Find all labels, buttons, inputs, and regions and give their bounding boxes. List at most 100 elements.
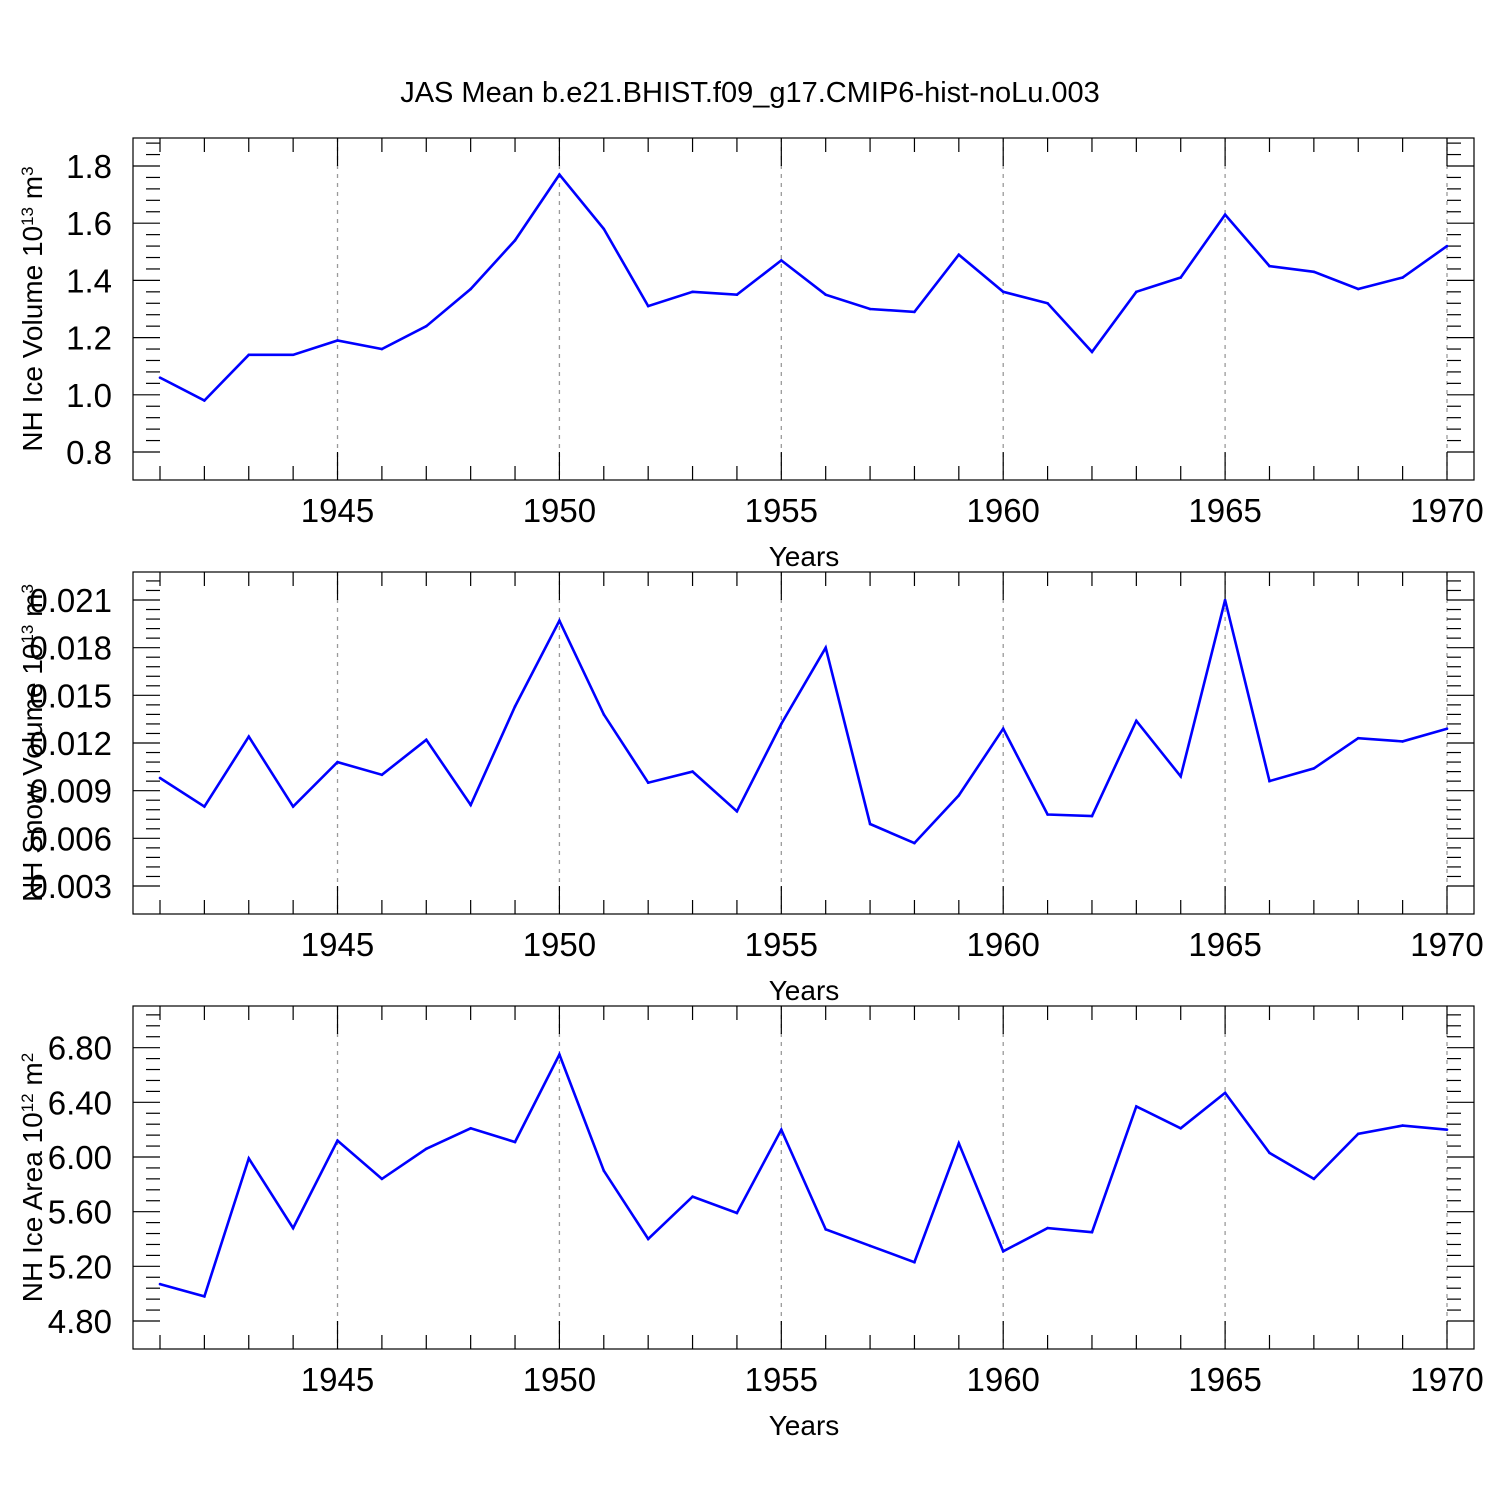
data-point (380, 1177, 384, 1181)
data-point (469, 287, 472, 291)
data-point (646, 1237, 650, 1241)
data-point (469, 1127, 472, 1130)
series-line-snow-volume (159, 599, 1448, 845)
data-point (291, 353, 295, 357)
y-axis-label-part: m (17, 1062, 48, 1093)
y-tick-label: 6.40 (48, 1084, 112, 1121)
data-point (646, 304, 650, 308)
data-point (735, 1211, 739, 1215)
data-point (513, 705, 517, 708)
y-tick-label: 0.003 (29, 868, 112, 905)
y-tick-label: 1.6 (66, 205, 112, 242)
data-point (513, 239, 517, 242)
data-point (691, 770, 694, 773)
data-point (957, 1142, 961, 1145)
y-axis-label-superscript: 12 (18, 1093, 37, 1112)
x-tick-label: 1960 (966, 1361, 1039, 1398)
data-point (913, 1260, 916, 1264)
data-point (203, 1295, 206, 1298)
data-point (1312, 270, 1316, 274)
data-point (336, 339, 339, 342)
data-point (913, 310, 916, 314)
data-point (1179, 775, 1183, 778)
data-point (957, 794, 961, 797)
x-tick-label: 1955 (745, 926, 818, 963)
x-tick-label: 1965 (1188, 492, 1261, 529)
data-point (1223, 1091, 1227, 1095)
panel-ice-area: 4.80 5.20 5.60 6.00 6.40 6.80 1945 1950 1955 1960… (17, 1005, 1484, 1441)
data-point (868, 1244, 872, 1248)
data-point (558, 619, 561, 622)
x-tick-label: 1965 (1188, 1361, 1261, 1398)
data-point (602, 227, 606, 231)
y-axis-label: NH Ice Area 1012 m2 (17, 1053, 48, 1302)
data-point (158, 776, 162, 780)
data-point (957, 253, 961, 256)
y-tick-label: 6.80 (48, 1030, 112, 1067)
x-tick-label: 1960 (966, 926, 1039, 963)
data-point (558, 173, 561, 176)
x-tick-label: 1945 (301, 492, 374, 529)
y-tick-label: 0.006 (29, 820, 112, 857)
data-point (247, 1157, 251, 1160)
data-point (691, 290, 694, 294)
y-axis-label-part: m (17, 594, 48, 625)
data-point (1312, 1177, 1316, 1181)
y-tick-label: 0.018 (29, 630, 112, 667)
data-point (1135, 290, 1138, 294)
data-point (1268, 1151, 1271, 1155)
x-axis-label: Years (769, 1410, 840, 1441)
data-point (1223, 213, 1227, 216)
data-point (1179, 1127, 1183, 1130)
data-point (1090, 350, 1094, 354)
data-point (380, 347, 384, 351)
data-point (1401, 1124, 1404, 1127)
data-point (1356, 1132, 1360, 1136)
plot-frame (132, 1005, 1475, 1350)
data-point (602, 713, 606, 716)
plot-frame (132, 137, 1475, 481)
data-point (780, 259, 783, 262)
data-point (469, 803, 472, 807)
series-line-ice-area (159, 1051, 1448, 1298)
y-tick-label: 0.015 (29, 677, 112, 714)
data-point (1046, 1226, 1049, 1230)
data-point (1090, 814, 1094, 818)
x-tick-label: 1945 (301, 926, 374, 963)
y-tick-label: 0.021 (29, 582, 112, 619)
y-tick-label: 0.8 (66, 434, 112, 471)
data-point (336, 1139, 339, 1142)
y-tick-label: 4.80 (48, 1303, 112, 1340)
data-point (513, 1140, 517, 1144)
data-point (424, 738, 428, 742)
x-axis-label: Years (769, 975, 840, 1006)
x-tick-label: 1955 (745, 492, 818, 529)
y-axis-label: NH Ice Volume 1013 m3 (17, 166, 48, 451)
data-point (1001, 1250, 1005, 1253)
y-axis-label-part: NH Ice Area 10 (17, 1112, 48, 1302)
y-axis-label-superscript: 13 (18, 207, 37, 226)
panel-snow-volume: 0.003 0.006 0.009 0.012 0.015 0.018 0.021 1945 1… (17, 571, 1484, 1006)
data-point (824, 293, 827, 297)
data-point (646, 781, 650, 785)
data-point (424, 324, 428, 328)
data-point (1445, 1128, 1449, 1131)
y-axis-label-superscript: 13 (18, 625, 37, 644)
panel-ice-volume: 0.8 1.0 1.2 1.4 1.6 1.8 1945 1950 1955 1960 1965 19… (17, 137, 1484, 572)
x-tick-label: 1960 (966, 492, 1039, 529)
data-point (824, 646, 827, 649)
y-tick-label: 1.4 (66, 262, 112, 299)
y-axis-label-part: NH Snow Volume 10 (17, 644, 48, 902)
data-point (1135, 1105, 1138, 1108)
x-tick-label: 1950 (523, 492, 596, 529)
data-point (691, 1195, 694, 1198)
data-point (1401, 276, 1404, 279)
data-point (735, 293, 739, 297)
data-point (1090, 1230, 1094, 1234)
y-axis-label-part: NH Ice Volume 10 (17, 226, 48, 452)
x-tick-label: 1955 (745, 1361, 818, 1398)
data-point (780, 1128, 783, 1131)
data-point (1001, 290, 1005, 294)
data-point (291, 805, 295, 808)
